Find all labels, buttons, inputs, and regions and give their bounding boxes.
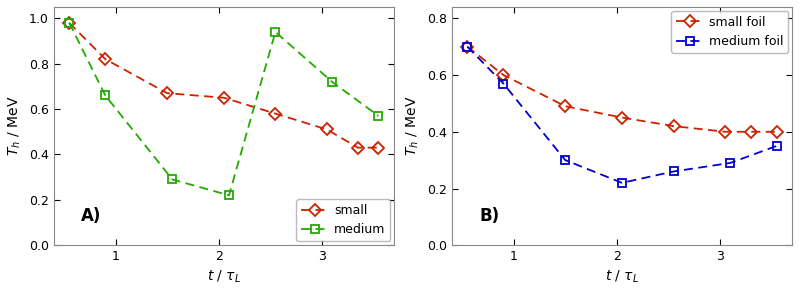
Y-axis label: $T_h$ / MeV: $T_h$ / MeV xyxy=(405,96,421,156)
small foil xyxy=(499,73,508,77)
small foil xyxy=(560,105,570,108)
small xyxy=(162,91,172,95)
Line: medium foil: medium foil xyxy=(463,43,781,187)
Legend: small foil, medium foil: small foil, medium foil xyxy=(671,11,789,53)
small xyxy=(322,128,332,131)
medium foil xyxy=(617,181,626,185)
medium xyxy=(328,80,337,84)
small foil xyxy=(669,124,678,128)
medium foil xyxy=(499,82,508,85)
small xyxy=(353,146,363,150)
Line: medium: medium xyxy=(65,19,383,199)
medium foil xyxy=(669,170,678,173)
small xyxy=(101,58,110,61)
Line: small: small xyxy=(65,19,383,152)
medium xyxy=(65,21,74,25)
medium foil xyxy=(772,144,781,148)
small foil xyxy=(720,130,729,133)
small foil xyxy=(772,130,781,133)
small xyxy=(271,112,280,115)
X-axis label: $t$ / $\tau_L$: $t$ / $\tau_L$ xyxy=(207,269,241,285)
Text: A): A) xyxy=(81,207,101,225)
medium xyxy=(271,30,280,34)
Line: small foil: small foil xyxy=(463,43,781,136)
Text: B): B) xyxy=(479,207,499,225)
medium xyxy=(374,114,384,118)
small foil xyxy=(746,130,756,133)
X-axis label: $t$ / $\tau_L$: $t$ / $\tau_L$ xyxy=(605,269,639,285)
medium foil xyxy=(725,161,735,165)
medium xyxy=(168,178,177,181)
small foil xyxy=(463,45,472,48)
medium xyxy=(101,94,110,97)
small xyxy=(65,21,74,25)
medium foil xyxy=(560,158,570,162)
small xyxy=(219,96,229,100)
small xyxy=(374,146,384,150)
small foil xyxy=(617,116,626,119)
medium foil xyxy=(463,45,472,48)
Y-axis label: $T_h$ / MeV: $T_h$ / MeV xyxy=(7,96,23,156)
medium xyxy=(225,194,234,197)
Legend: small, medium: small, medium xyxy=(296,199,390,241)
